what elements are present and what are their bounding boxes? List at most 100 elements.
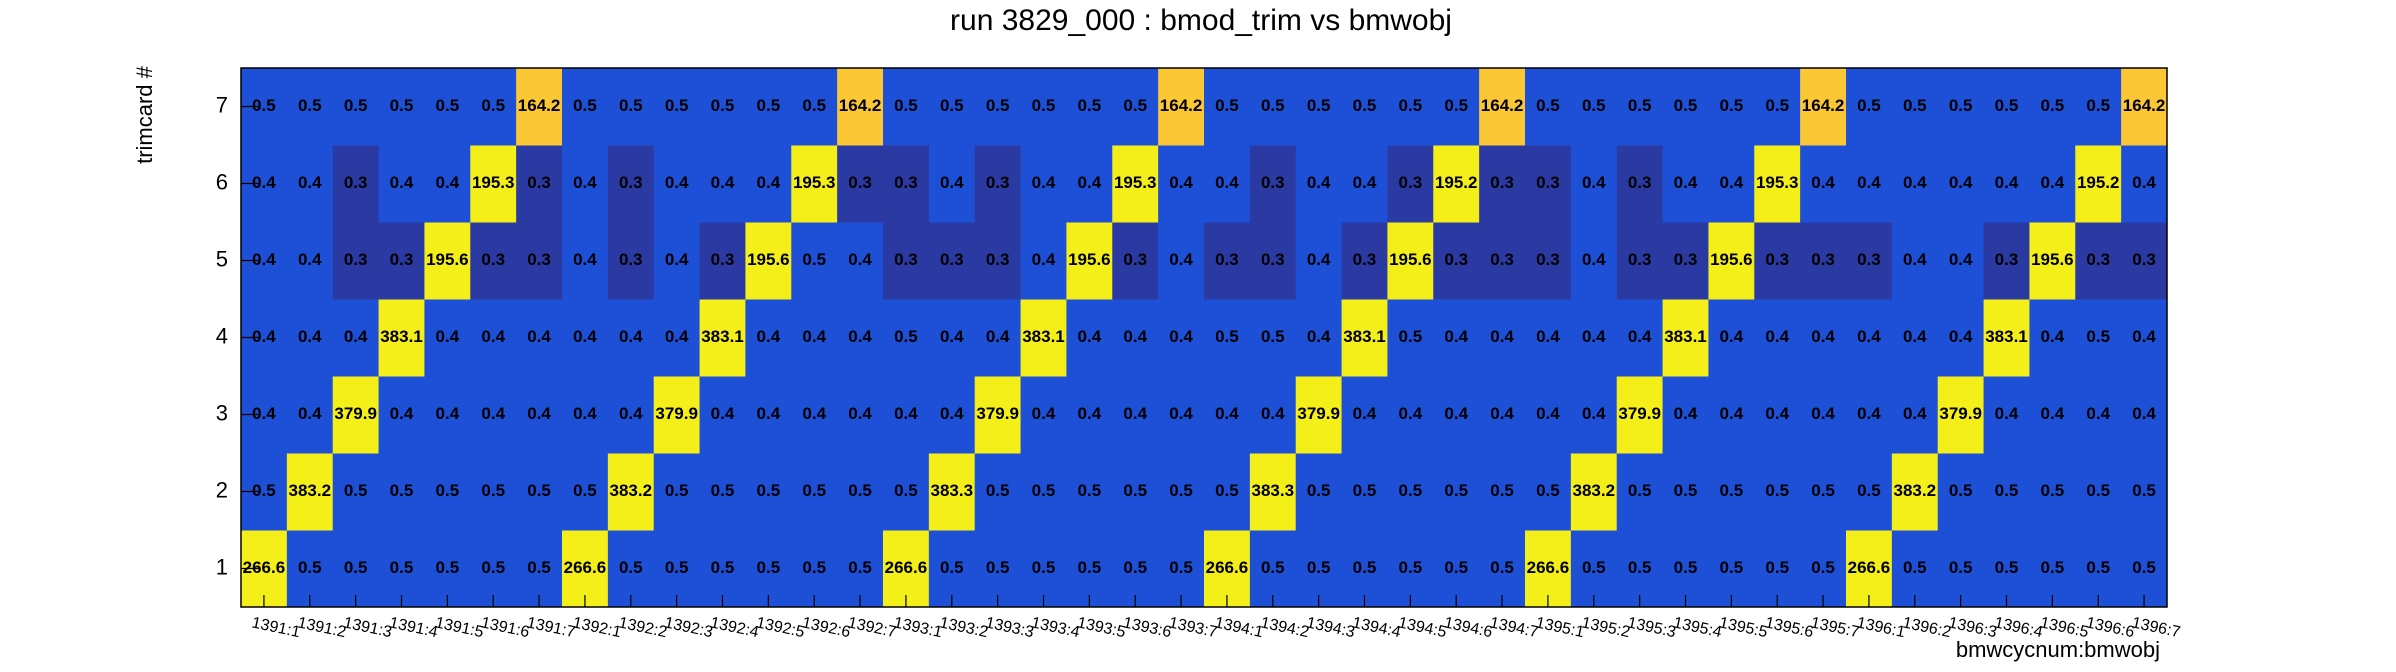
cell-label: 383.2 xyxy=(610,481,653,500)
heatmap-cell xyxy=(1158,376,1205,454)
heatmap-cell xyxy=(1204,145,1251,223)
cell-label: 0.5 xyxy=(1536,96,1560,115)
heatmap-cell xyxy=(2029,68,2076,146)
heatmap-cell xyxy=(1891,530,1939,608)
heatmap-cell xyxy=(607,299,655,377)
cell-label: 0.3 xyxy=(1857,250,1881,269)
heatmap-cell xyxy=(1708,68,1755,146)
cell-label: 0.3 xyxy=(344,173,368,192)
cell-label: 0.4 xyxy=(1307,250,1331,269)
y-tick-label: 7 xyxy=(216,92,228,117)
heatmap-cell xyxy=(1112,68,1159,146)
heatmap-cell xyxy=(837,299,884,377)
cell-label: 0.5 xyxy=(1399,327,1423,346)
cell-label: 383.1 xyxy=(1985,327,2028,346)
heatmap-cell xyxy=(1570,222,1618,300)
x-tick-label: 1392:7 xyxy=(846,614,898,641)
cell-label: 383.1 xyxy=(1343,327,1386,346)
cell-label: 0.4 xyxy=(1490,404,1514,423)
cell-label: 0.4 xyxy=(1536,404,1560,423)
cell-label: 0.5 xyxy=(1490,481,1514,500)
cell-label: 0.4 xyxy=(573,250,597,269)
y-tick-label: 6 xyxy=(216,169,228,194)
cell-label: 0.4 xyxy=(1169,327,1193,346)
heatmap-cell xyxy=(1662,530,1709,608)
heatmap-cell xyxy=(1158,145,1205,223)
heatmap-cell xyxy=(332,376,380,454)
heatmap-cell xyxy=(1020,222,1067,300)
cell-label: 0.3 xyxy=(344,250,368,269)
cell-label: 0.5 xyxy=(390,558,414,577)
cell-label: 0.5 xyxy=(711,481,735,500)
heatmap-cell xyxy=(2121,453,2168,531)
heatmap-cell xyxy=(883,453,930,531)
cell-label: 0.4 xyxy=(1903,404,1927,423)
heatmap-cell xyxy=(1570,299,1618,377)
cell-label: 0.5 xyxy=(1307,558,1331,577)
cell-label: 0.5 xyxy=(757,481,781,500)
heatmap-cell xyxy=(516,530,563,608)
cell-label: 0.4 xyxy=(436,404,460,423)
heatmap-cell xyxy=(1158,299,1205,377)
heatmap-cell xyxy=(1570,453,1618,531)
heatmap-cell xyxy=(516,453,563,531)
heatmap-cell xyxy=(928,68,976,146)
cell-label: 0.5 xyxy=(711,558,735,577)
cell-label: 0.4 xyxy=(252,327,276,346)
heatmap-cell xyxy=(1066,376,1113,454)
cell-label: 0.3 xyxy=(1490,173,1514,192)
heatmap-cell xyxy=(1662,68,1709,146)
heatmap-cell xyxy=(2121,68,2168,146)
cell-label: 0.5 xyxy=(1399,481,1423,500)
cell-label: 195.6 xyxy=(1710,250,1753,269)
cell-label: 0.5 xyxy=(1078,96,1102,115)
cell-label: 0.5 xyxy=(1032,481,1056,500)
cell-label: 266.6 xyxy=(1527,558,1570,577)
heatmap-cell xyxy=(1616,376,1664,454)
heatmap-cell xyxy=(1708,376,1755,454)
cell-label: 0.5 xyxy=(1215,327,1239,346)
cell-label: 0.5 xyxy=(619,558,643,577)
heatmap-cell xyxy=(1341,145,1388,223)
heatmap-cell xyxy=(1754,299,1801,377)
heatmap-cell xyxy=(1937,222,1985,300)
cell-label: 0.5 xyxy=(986,481,1010,500)
cell-label: 0.3 xyxy=(390,250,414,269)
cell-label: 0.5 xyxy=(2086,96,2110,115)
heatmap-cell xyxy=(562,68,609,146)
cell-label: 266.6 xyxy=(885,558,928,577)
cell-label: 0.4 xyxy=(1857,173,1881,192)
cell-label: 195.6 xyxy=(1068,250,1111,269)
cell-label: 0.4 xyxy=(986,327,1010,346)
cell-label: 0.5 xyxy=(1765,96,1789,115)
cell-label: 0.5 xyxy=(2041,481,2065,500)
heatmap-cell xyxy=(883,530,930,608)
heatmap-cell xyxy=(1616,453,1664,531)
heatmap-cell xyxy=(1341,222,1388,300)
x-tick-label: 1395:4 xyxy=(1672,614,1724,641)
cell-label: 0.4 xyxy=(1811,404,1835,423)
heatmap-cell xyxy=(1433,530,1480,608)
cell-label: 0.5 xyxy=(1032,558,1056,577)
cell-label: 0.3 xyxy=(986,250,1010,269)
cell-label: 0.5 xyxy=(1353,96,1377,115)
chart-title: run 3829_000 : bmod_trim vs bmwobj xyxy=(950,4,1452,37)
heatmap-cell xyxy=(1020,68,1067,146)
heatmap-cell xyxy=(699,376,746,454)
heatmap-cell xyxy=(424,68,471,146)
y-axis-title: trimcard # xyxy=(132,65,157,164)
heatmap-cell xyxy=(653,145,701,223)
heatmap-cell xyxy=(1846,145,1893,223)
cell-label: 164.2 xyxy=(1481,96,1524,115)
heatmap-cell xyxy=(1387,145,1434,223)
heatmap-cell xyxy=(1891,376,1939,454)
x-tick-label: 1391:1 xyxy=(250,614,302,641)
cell-label: 0.4 xyxy=(757,404,781,423)
heatmap-cell xyxy=(1937,530,1985,608)
cell-label: 0.3 xyxy=(619,250,643,269)
heatmap-cell xyxy=(1983,222,2030,300)
cell-label: 0.5 xyxy=(1215,96,1239,115)
heatmap-cell xyxy=(1983,299,2030,377)
heatmap-cell xyxy=(1066,222,1113,300)
